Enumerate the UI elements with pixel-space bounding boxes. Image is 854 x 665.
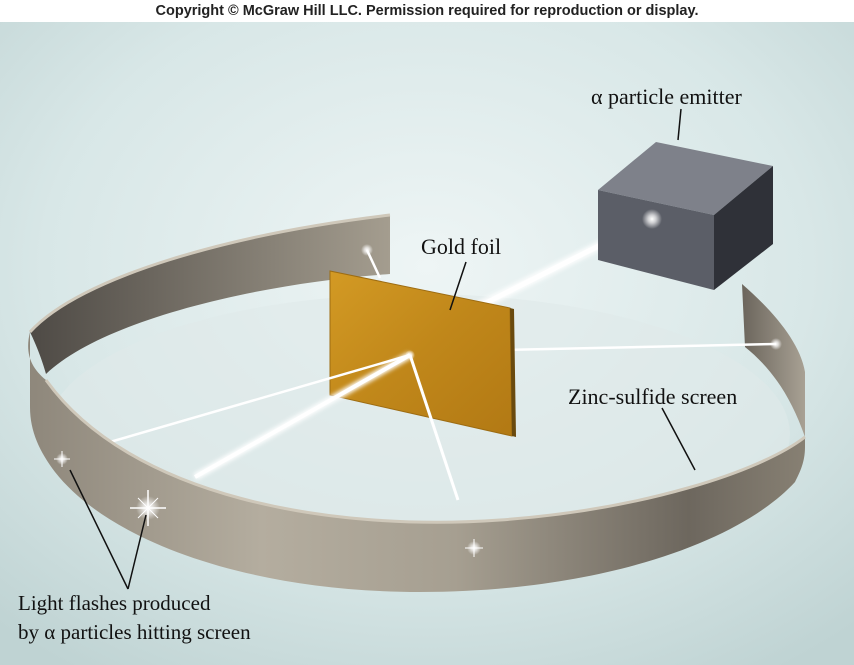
copyright-notice: Copyright © McGraw Hill LLC. Permission …	[0, 0, 854, 22]
flash-back	[361, 244, 373, 256]
alpha-emitter	[598, 142, 773, 290]
label-emitter: α particle emitter	[591, 84, 742, 109]
leader-emitter	[677, 108, 682, 141]
scattered-beam-left	[109, 353, 411, 444]
scattered-beam-down	[408, 354, 460, 501]
leader-flash-bright	[127, 514, 147, 590]
scattered-beam-lower	[194, 353, 411, 479]
gold-foil-edge	[510, 308, 516, 437]
leader-flash-left	[69, 469, 129, 590]
deflected-beam-right	[504, 342, 777, 352]
screen-back-right-wall	[742, 284, 805, 437]
impact-point	[405, 350, 415, 360]
label-flashes-line1: Light flashes produced	[18, 591, 211, 615]
label-flashes-line2: by α particles hitting screen	[18, 620, 251, 644]
screen-left-rim	[28, 213, 391, 334]
scattered-beams	[109, 350, 460, 501]
screen-top-rim	[44, 379, 806, 524]
leader-lines	[69, 108, 696, 590]
leader-gold-foil	[449, 261, 467, 311]
emitter-side-face	[714, 166, 773, 290]
rutherford-experiment-diagram: α particle emitter Gold foil Zinc-sulfid…	[0, 22, 854, 665]
flash-bottom	[465, 539, 483, 557]
emitter-aperture-glow	[642, 209, 662, 229]
flash-bright	[130, 490, 166, 526]
flash-left	[54, 451, 70, 467]
light-flashes	[54, 244, 782, 557]
label-gold-foil: Gold foil	[421, 234, 501, 259]
label-screen: Zinc-sulfide screen	[568, 384, 737, 409]
flash-right	[770, 338, 782, 350]
zinc-sulfide-screen-front	[28, 332, 806, 592]
leader-screen	[661, 407, 696, 471]
emitter-top-face	[598, 142, 773, 215]
screen-back-left-wall	[30, 215, 390, 374]
emitter-front-face	[598, 190, 714, 290]
